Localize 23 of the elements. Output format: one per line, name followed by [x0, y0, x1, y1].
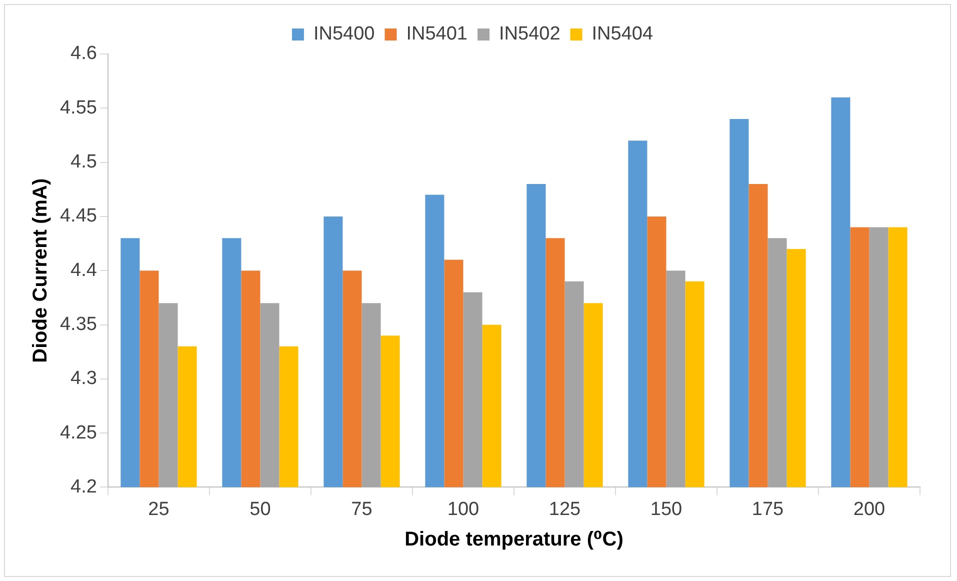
x-tick-label: 75	[351, 498, 372, 520]
legend-label: IN5404	[592, 24, 654, 45]
x-tick-label: 125	[548, 498, 581, 520]
y-tick-label: 4.25	[60, 422, 97, 444]
x-axis-title: Diode temperature (⁰C)	[404, 528, 624, 551]
y-tick-label: 4.45	[60, 206, 97, 227]
y-axis-title: Diode Current (mA)	[30, 178, 52, 363]
x-tick-label: 175	[752, 498, 784, 520]
x-tick-label: 25	[148, 498, 170, 520]
y-tick-label: 4.55	[60, 97, 97, 118]
y-tick-label: 4.3	[70, 368, 97, 390]
legend-label: IN5402	[499, 24, 560, 45]
x-tick-label: 100	[447, 498, 480, 520]
x-tick-label: 50	[250, 498, 271, 520]
y-tick-label: 4.4	[70, 260, 98, 281]
y-tick-label: 4.2	[70, 476, 97, 498]
y-tick-label: 4.5	[70, 152, 97, 173]
x-tick-label: 200	[853, 498, 886, 520]
legend-label: IN5400	[313, 24, 375, 45]
x-tick-label: 150	[650, 498, 682, 520]
y-tick-label: 4.35	[60, 314, 97, 335]
y-tick-label: 4.6	[70, 43, 97, 64]
legend-label: IN5401	[406, 24, 468, 45]
